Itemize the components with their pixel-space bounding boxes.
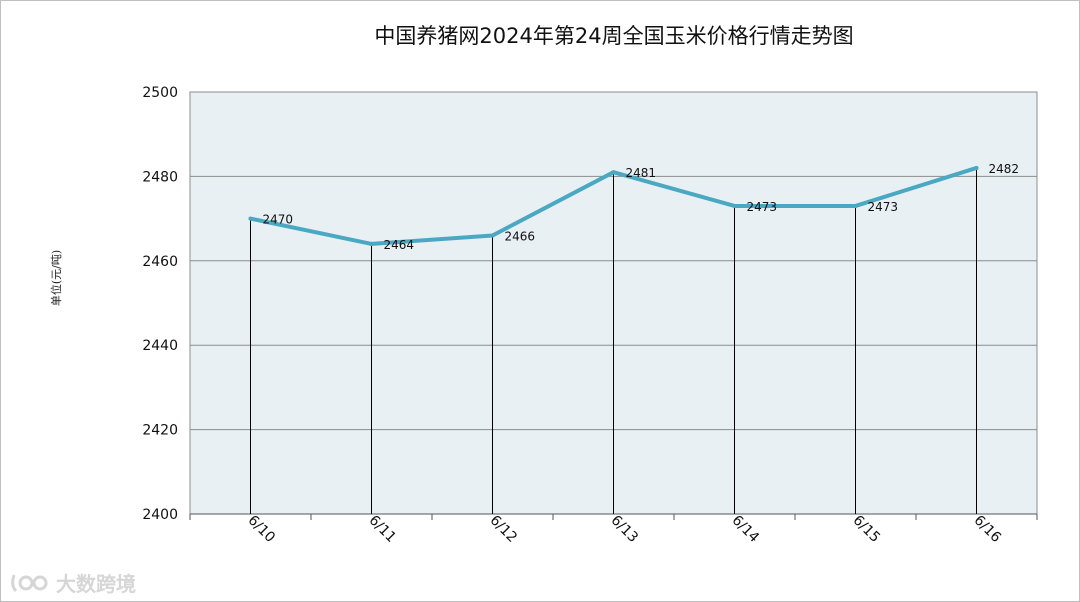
data-point bbox=[490, 233, 495, 238]
y-tick-label: 2460 bbox=[142, 254, 178, 270]
watermark-text: 大数跨境 bbox=[56, 572, 136, 596]
x-tick-label: 6/11 bbox=[366, 512, 400, 546]
x-tick-label: 6/15 bbox=[850, 512, 884, 546]
drop-lines bbox=[250, 167, 977, 514]
data-label: 2473 bbox=[868, 200, 899, 214]
x-tick-label: 6/12 bbox=[487, 512, 521, 546]
y-tick-label: 2440 bbox=[142, 338, 178, 354]
x-tick-label: 6/14 bbox=[729, 512, 763, 546]
data-point bbox=[732, 203, 737, 208]
data-point bbox=[853, 203, 858, 208]
watermark: 大数跨境 bbox=[10, 568, 136, 597]
data-label: 2466 bbox=[505, 229, 536, 243]
y-tick-label: 2500 bbox=[142, 85, 178, 101]
x-tick-label: 6/10 bbox=[245, 512, 279, 546]
data-labels: 2470 2464 2466 2481 2473 2473 2482 bbox=[263, 162, 1020, 252]
x-tick-label: 6/16 bbox=[971, 512, 1005, 546]
chart-title: 中国养猪网2024年第24周全国玉米价格行情走势图 bbox=[374, 24, 854, 48]
data-label: 2473 bbox=[747, 200, 778, 214]
data-point bbox=[611, 170, 616, 175]
data-label: 2470 bbox=[263, 213, 294, 227]
x-tick-label: 6/13 bbox=[608, 512, 642, 546]
data-point bbox=[974, 165, 979, 170]
x-axis: 6/10 6/11 6/12 6/13 6/14 6/15 6/16 bbox=[189, 512, 1038, 546]
data-point bbox=[248, 216, 253, 221]
y-axis-ticks: 2400 2420 2440 2460 2480 2500 bbox=[142, 85, 178, 523]
data-label: 2481 bbox=[626, 166, 657, 180]
data-label: 2464 bbox=[384, 238, 415, 252]
series bbox=[248, 165, 979, 246]
y-tick-label: 2480 bbox=[142, 169, 178, 185]
logo-icon bbox=[11, 574, 48, 592]
y-tick-label: 2400 bbox=[142, 507, 178, 523]
y-tick-label: 2420 bbox=[142, 423, 178, 439]
data-point bbox=[369, 241, 374, 246]
data-label: 2482 bbox=[989, 162, 1020, 176]
